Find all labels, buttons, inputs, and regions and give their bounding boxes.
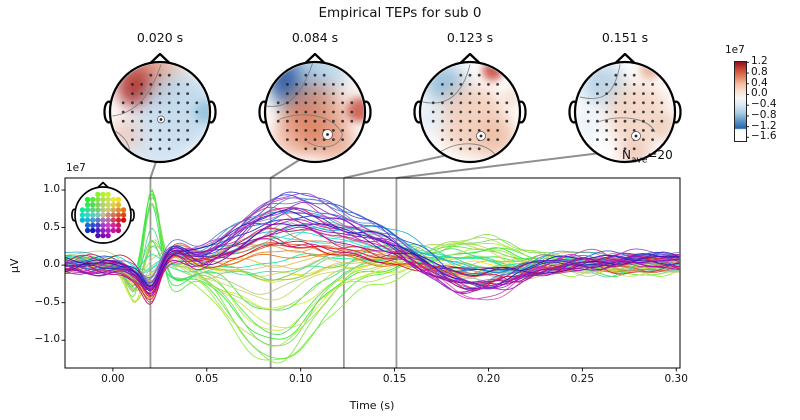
eeg-trace <box>65 210 680 291</box>
topomap-3 <box>413 52 527 164</box>
x-tick-label: 0.15 <box>382 373 407 385</box>
y-offset-label: 1e7 <box>66 162 86 174</box>
eeg-trace <box>65 237 680 306</box>
topomap-time-label-3: 0.123 s <box>446 30 494 45</box>
y-tick-label: 1.0 <box>43 183 60 196</box>
colorbar <box>734 61 747 142</box>
x-tick-label: 0.00 <box>101 373 125 385</box>
figure-title: Empirical TEPs for sub 0 <box>318 5 482 21</box>
y-tick-label: 0.0 <box>43 258 60 271</box>
colorbar-tick-label: −0.4 <box>751 98 777 111</box>
nave-annotation: Nave=20 <box>622 148 673 166</box>
x-tick-label: 0.30 <box>664 373 688 385</box>
x-axis-label: Time (s) <box>349 399 395 412</box>
colorbar-tick-label: 0.8 <box>751 66 768 79</box>
eeg-trace <box>65 218 680 296</box>
x-tick-label: 0.05 <box>195 373 219 385</box>
colorbar-tick-label: −1.2 <box>751 119 777 132</box>
x-tick-label: 0.25 <box>570 373 595 385</box>
topomap-time-label-2: 0.084 s <box>291 30 339 45</box>
colorbar-scale-label: 1e7 <box>725 44 745 56</box>
colorbar-tick-label: 0.0 <box>751 87 768 100</box>
topomap-1 <box>103 52 217 164</box>
y-tick-label: 0.5 <box>43 220 60 233</box>
x-tick-label: 0.10 <box>288 373 313 385</box>
topomap-time-label-1: 0.020 s <box>136 30 184 45</box>
y-tick-label: −1.0 <box>34 333 61 346</box>
x-tick-label: 0.20 <box>476 373 501 385</box>
eeg-trace <box>65 226 680 295</box>
topomap-2 <box>258 52 372 164</box>
eeg-trace <box>65 223 680 288</box>
colorbar-tick-label: −1.6 <box>751 130 777 143</box>
colorbar-tick-label: 0.4 <box>751 76 768 89</box>
eeg-trace <box>65 224 680 292</box>
colorbar-tick-label: −0.8 <box>751 108 777 121</box>
topomap-time-label-4: 0.151 s <box>601 30 649 45</box>
y-tick-label: −0.5 <box>34 295 61 308</box>
eeg-trace <box>65 201 680 294</box>
eeg-trace <box>65 227 680 297</box>
colorbar-tick-label: 1.2 <box>751 55 768 68</box>
sensor-inset-head <box>71 181 135 244</box>
eeg-trace <box>65 219 680 293</box>
